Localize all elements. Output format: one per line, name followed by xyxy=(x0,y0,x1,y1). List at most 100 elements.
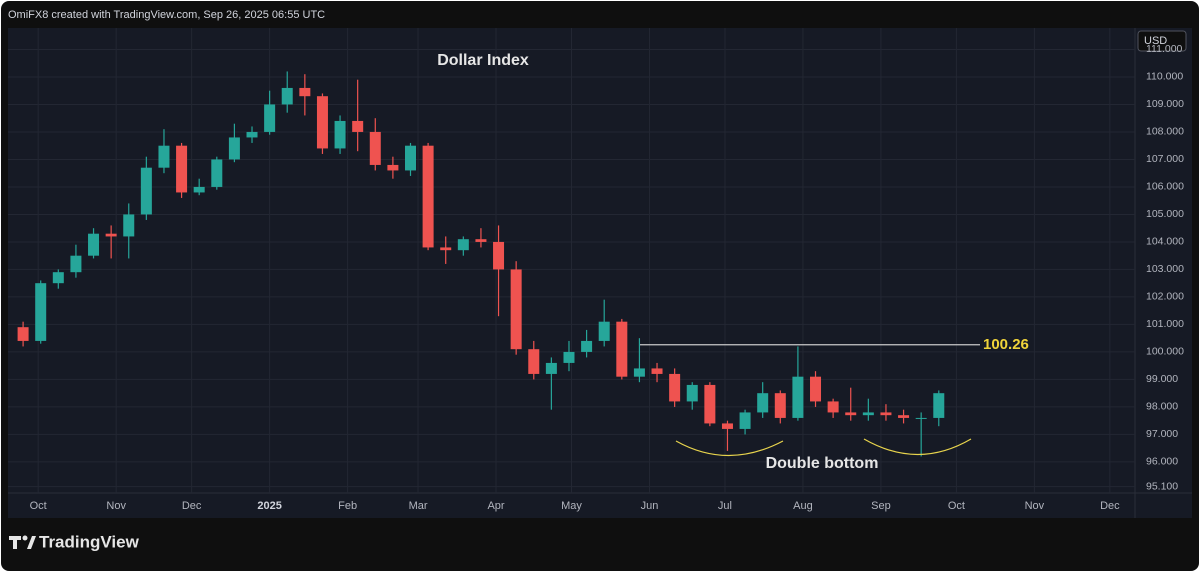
y-tick-label: 98.000 xyxy=(1146,401,1178,413)
candle-body xyxy=(721,423,733,429)
candle-body xyxy=(88,233,100,256)
y-tick-label: 105.000 xyxy=(1146,208,1184,220)
candle-body xyxy=(598,321,610,341)
candle-body xyxy=(933,393,945,418)
candle-body xyxy=(52,272,64,284)
candle-body xyxy=(334,120,346,149)
header: OmiFX8 created with TradingView.com, Sep… xyxy=(8,9,325,21)
candle-body xyxy=(228,137,240,160)
candle-body xyxy=(176,145,188,193)
price-axis xyxy=(1135,28,1192,493)
x-tick-label: Nov xyxy=(1025,500,1045,512)
y-tick-label: 110.000 xyxy=(1146,71,1183,83)
x-tick-label: Sep xyxy=(871,500,891,512)
x-tick-label: 2025 xyxy=(257,500,281,512)
x-tick-label: Feb xyxy=(338,500,357,512)
y-tick-label: 95.100 xyxy=(1146,480,1178,492)
candle-body xyxy=(704,384,716,424)
y-tick-label: 109.000 xyxy=(1146,98,1184,110)
y-tick-label: 103.000 xyxy=(1146,263,1184,275)
currency: USD xyxy=(1144,35,1167,47)
x-tick-label: Nov xyxy=(106,500,126,512)
candle-body xyxy=(915,417,927,419)
candle-body xyxy=(17,327,29,341)
bottom-arc xyxy=(863,438,972,455)
x-tick-label: May xyxy=(561,500,582,512)
y-tick-label: 102.000 xyxy=(1146,291,1184,303)
candle-body xyxy=(810,376,822,402)
y-tick-label: 106.000 xyxy=(1146,181,1184,193)
candle-body xyxy=(35,283,47,341)
y-tick-label: 101.000 xyxy=(1146,318,1184,330)
candle-body xyxy=(545,362,557,374)
y-tick-label: 100.000 xyxy=(1146,346,1184,358)
candle-body xyxy=(845,412,857,416)
y-tick-label: 111.000 xyxy=(1146,43,1183,55)
candle-body xyxy=(581,340,593,352)
candle-body xyxy=(369,131,381,165)
grid xyxy=(8,28,1135,493)
candle-body xyxy=(457,239,469,251)
candle-body xyxy=(211,159,223,187)
y-tick-label: 108.000 xyxy=(1146,126,1184,138)
y-tick-label: 97.000 xyxy=(1146,428,1178,440)
candle-body xyxy=(633,368,645,377)
candle-body xyxy=(739,412,751,429)
candle-body xyxy=(827,401,839,413)
resistance-label: 100.26 xyxy=(983,336,1029,353)
y-tick-label: 96.000 xyxy=(1146,456,1178,468)
candle-body xyxy=(281,87,293,105)
logo: TradingView xyxy=(39,532,140,551)
x-tick-label: Jun xyxy=(641,500,659,512)
candle-body xyxy=(757,393,769,413)
candle-body xyxy=(616,321,628,377)
candle-body xyxy=(316,96,328,149)
bottom-arc xyxy=(675,440,784,456)
candle-body xyxy=(440,247,452,251)
x-tick-label: Aug xyxy=(793,500,813,512)
x-tick-label: Oct xyxy=(948,500,965,512)
x-tick-label: Dec xyxy=(1100,500,1120,512)
candle-body xyxy=(123,214,135,237)
candle-body xyxy=(70,255,82,273)
candle-body xyxy=(792,376,804,418)
x-tick-label: Oct xyxy=(30,500,47,512)
candle-body xyxy=(528,349,540,374)
candle-body xyxy=(422,145,434,248)
x-tick-label: Mar xyxy=(409,500,428,512)
candle-body xyxy=(862,412,874,416)
y-tick-label: 104.000 xyxy=(1146,236,1184,248)
candle-body xyxy=(299,87,311,97)
candle-body xyxy=(140,167,152,215)
candle-body xyxy=(880,412,892,416)
logo-icon xyxy=(9,535,36,549)
candle-body xyxy=(264,104,276,132)
y-tick-label: 99.000 xyxy=(1146,373,1178,385)
candle-body xyxy=(898,415,910,418)
candle-body xyxy=(651,368,663,374)
candle-body xyxy=(246,131,258,138)
candle-body xyxy=(387,164,399,171)
annotation: Double bottom xyxy=(766,455,879,472)
x-tick-label: Jul xyxy=(718,500,732,512)
candle-body xyxy=(774,393,786,418)
currency-box[interactable] xyxy=(1137,30,1187,52)
candle-body xyxy=(158,145,170,168)
y-tick-label: 107.000 xyxy=(1146,153,1184,165)
candle-body xyxy=(193,186,205,193)
candle-body xyxy=(105,233,117,237)
candle-body xyxy=(493,241,505,270)
x-tick-label: Apr xyxy=(487,500,504,512)
x-tick-label: Dec xyxy=(182,500,202,512)
candle-body xyxy=(352,120,364,132)
candle-body xyxy=(405,145,416,171)
candle-body xyxy=(510,269,522,350)
candle-body xyxy=(669,373,681,402)
time-axis xyxy=(8,493,1192,518)
candle-body xyxy=(686,384,698,402)
candle-body xyxy=(563,351,575,363)
candle-body xyxy=(475,239,487,242)
chart-title: Dollar Index xyxy=(437,52,529,69)
candles xyxy=(17,71,945,457)
